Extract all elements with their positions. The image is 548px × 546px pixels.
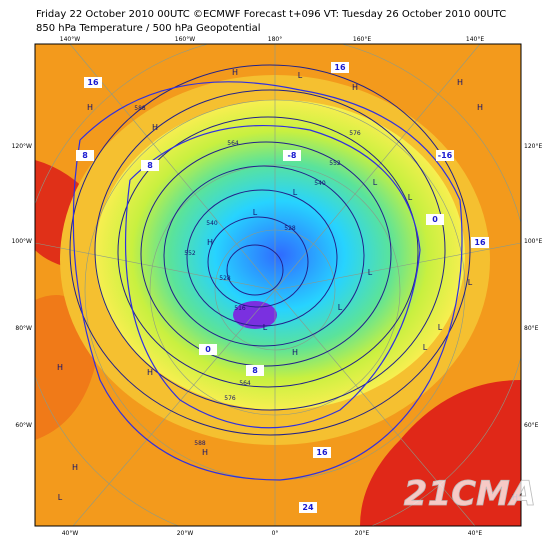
temperature-label-box (313, 447, 331, 458)
temperature-label: 16 (87, 78, 99, 87)
longitude-label: 160°E (353, 36, 371, 43)
map-frame (34, 43, 522, 527)
temperature-label: 0 (432, 215, 438, 224)
temperature-label: 16 (474, 238, 486, 247)
longitude-label: 40°E (468, 530, 483, 537)
pressure-center: L (468, 278, 473, 287)
longitude-label: 60°E (524, 422, 539, 429)
pressure-center: L (253, 208, 258, 217)
pressure-center: H (147, 368, 153, 377)
title: Friday 22 October 2010 00UTC ©ECMWF Fore… (36, 9, 506, 20)
geopotential-label: 552 (329, 160, 341, 167)
geopotential-label: 528 (219, 275, 231, 282)
temperature-label: 16 (334, 63, 346, 72)
pressure-center: L (298, 71, 303, 80)
subtitle: 850 hPa Temperature / 500 hPa Geopotenti… (36, 23, 261, 34)
pressure-center: H (232, 68, 238, 77)
geopotential-label: 564 (227, 140, 239, 147)
longitude-label: 120°W (12, 143, 32, 150)
geopotential-label: 588 (134, 105, 146, 112)
pressure-center: H (292, 348, 298, 357)
pressure-center: H (72, 463, 78, 472)
pressure-center: H (457, 78, 463, 87)
longitude-label: 80°E (524, 325, 539, 332)
pressure-center: L (368, 268, 373, 277)
temperature-label-box (471, 237, 489, 248)
geopotential-label: 528 (284, 225, 296, 232)
temperature-label-box (76, 150, 94, 161)
temperature-label: 24 (302, 503, 314, 512)
temperature-label-box (199, 344, 217, 355)
coldest-core (233, 301, 277, 329)
geopotential-label: 540 (314, 180, 326, 187)
pressure-center: L (373, 178, 378, 187)
pressure-center: H (477, 103, 483, 112)
pressure-center: L (293, 188, 298, 197)
pressure-center: H (57, 363, 63, 372)
temperature-label-box (84, 77, 102, 88)
geopotential-label: 576 (224, 395, 236, 402)
temperature-label: -8 (288, 151, 297, 160)
cold-region (95, 100, 465, 410)
longitude-label: 120°E (524, 143, 542, 150)
temperature-label-box (436, 150, 454, 161)
pressure-center: L (338, 303, 343, 312)
longitude-label: 0° (272, 530, 279, 537)
geopotential-label: 564 (239, 380, 251, 387)
pressure-center: H (352, 83, 358, 92)
temperature-label: 8 (82, 151, 88, 160)
longitude-label: 40°W (62, 530, 79, 537)
pressure-center: L (408, 193, 413, 202)
temperature-label-box (246, 365, 264, 376)
temperature-label: 8 (147, 161, 153, 170)
map-area (35, 44, 521, 526)
pressure-center: H (152, 123, 158, 132)
longitude-label: 160°W (175, 36, 195, 43)
pressure-center: H (207, 238, 213, 247)
temperature-label-box (141, 160, 159, 171)
longitude-label: 140°E (466, 36, 484, 43)
temperature-label: 8 (252, 366, 258, 375)
pressure-center: L (58, 493, 63, 502)
hot-region (360, 380, 521, 526)
geopotential-label: 540 (206, 220, 218, 227)
longitude-label: 20°W (177, 530, 194, 537)
longitude-label: 20°E (355, 530, 370, 537)
temperature-label-box (283, 150, 301, 161)
longitude-label: 80°W (15, 325, 32, 332)
geopotential-label: 588 (194, 440, 206, 447)
longitude-label: 100°E (524, 238, 542, 245)
temperature-label: -16 (438, 151, 453, 160)
longitude-label: 140°W (60, 36, 80, 43)
temperature-label: 0 (205, 345, 211, 354)
pressure-center: H (87, 103, 93, 112)
geopotential-label: 516 (234, 305, 246, 312)
geopotential-label: 576 (349, 130, 361, 137)
temperature-label-box (331, 62, 349, 73)
temperature-label: 16 (316, 448, 328, 457)
longitude-label: 60°W (15, 422, 32, 429)
pressure-center: L (438, 323, 443, 332)
temperature-label-box (299, 502, 317, 513)
geopotential-label: 552 (184, 250, 196, 257)
pressure-center: L (423, 343, 428, 352)
longitude-label: 100°W (12, 238, 32, 245)
pressure-center: H (512, 493, 518, 502)
geopotential-contours (69, 64, 471, 436)
pressure-center: L (263, 323, 268, 332)
pressure-center: H (202, 448, 208, 457)
longitude-label: 180° (268, 36, 282, 43)
temperature-label-box (426, 214, 444, 225)
temperature-contours (72, 81, 463, 481)
watermark: 21CMA (404, 474, 536, 514)
